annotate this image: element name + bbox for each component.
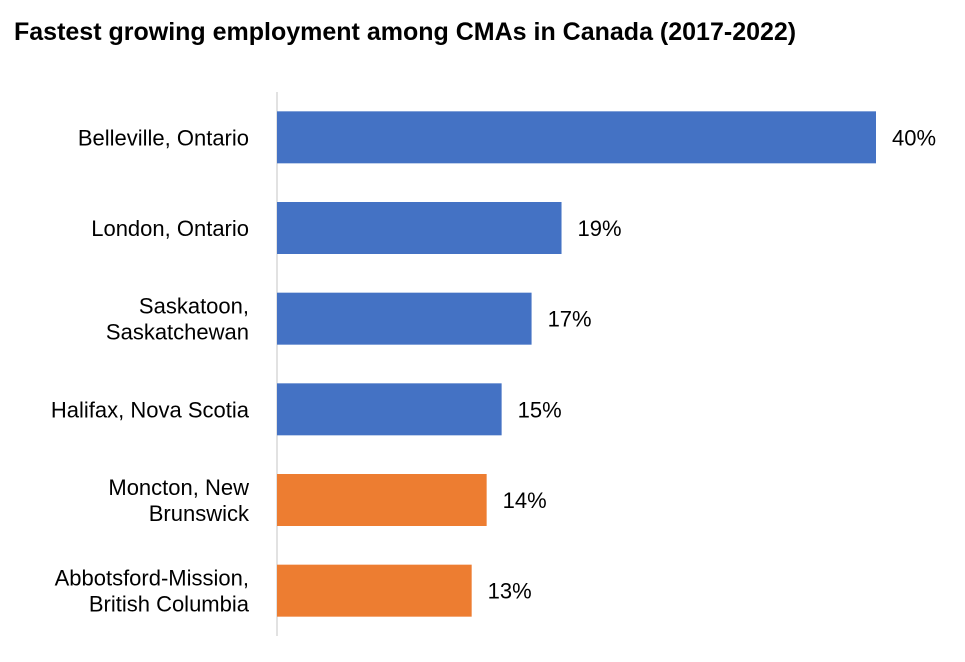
bar	[277, 202, 562, 254]
category-label: Abbotsford-Mission, British Columbia	[55, 566, 250, 617]
data-label: 13%	[488, 579, 532, 604]
data-label: 14%	[503, 488, 547, 513]
category-label: London, Ontario	[91, 216, 249, 241]
bar	[277, 474, 487, 526]
chart-title: Fastest growing employment among CMAs in…	[14, 18, 797, 46]
category-label: Halifax, Nova Scotia	[51, 397, 250, 422]
category-label: Saskatoon, Saskatchewan	[106, 294, 249, 345]
data-label: 19%	[578, 216, 622, 241]
data-label: 40%	[892, 125, 936, 150]
category-label: Moncton, New Brunswick	[108, 475, 250, 526]
data-label: 15%	[518, 397, 562, 422]
bar	[277, 111, 876, 164]
bar	[277, 564, 472, 617]
data-label: 17%	[548, 307, 592, 332]
bar	[277, 383, 502, 436]
bar	[277, 292, 532, 345]
category-label: Belleville, Ontario	[78, 125, 249, 150]
